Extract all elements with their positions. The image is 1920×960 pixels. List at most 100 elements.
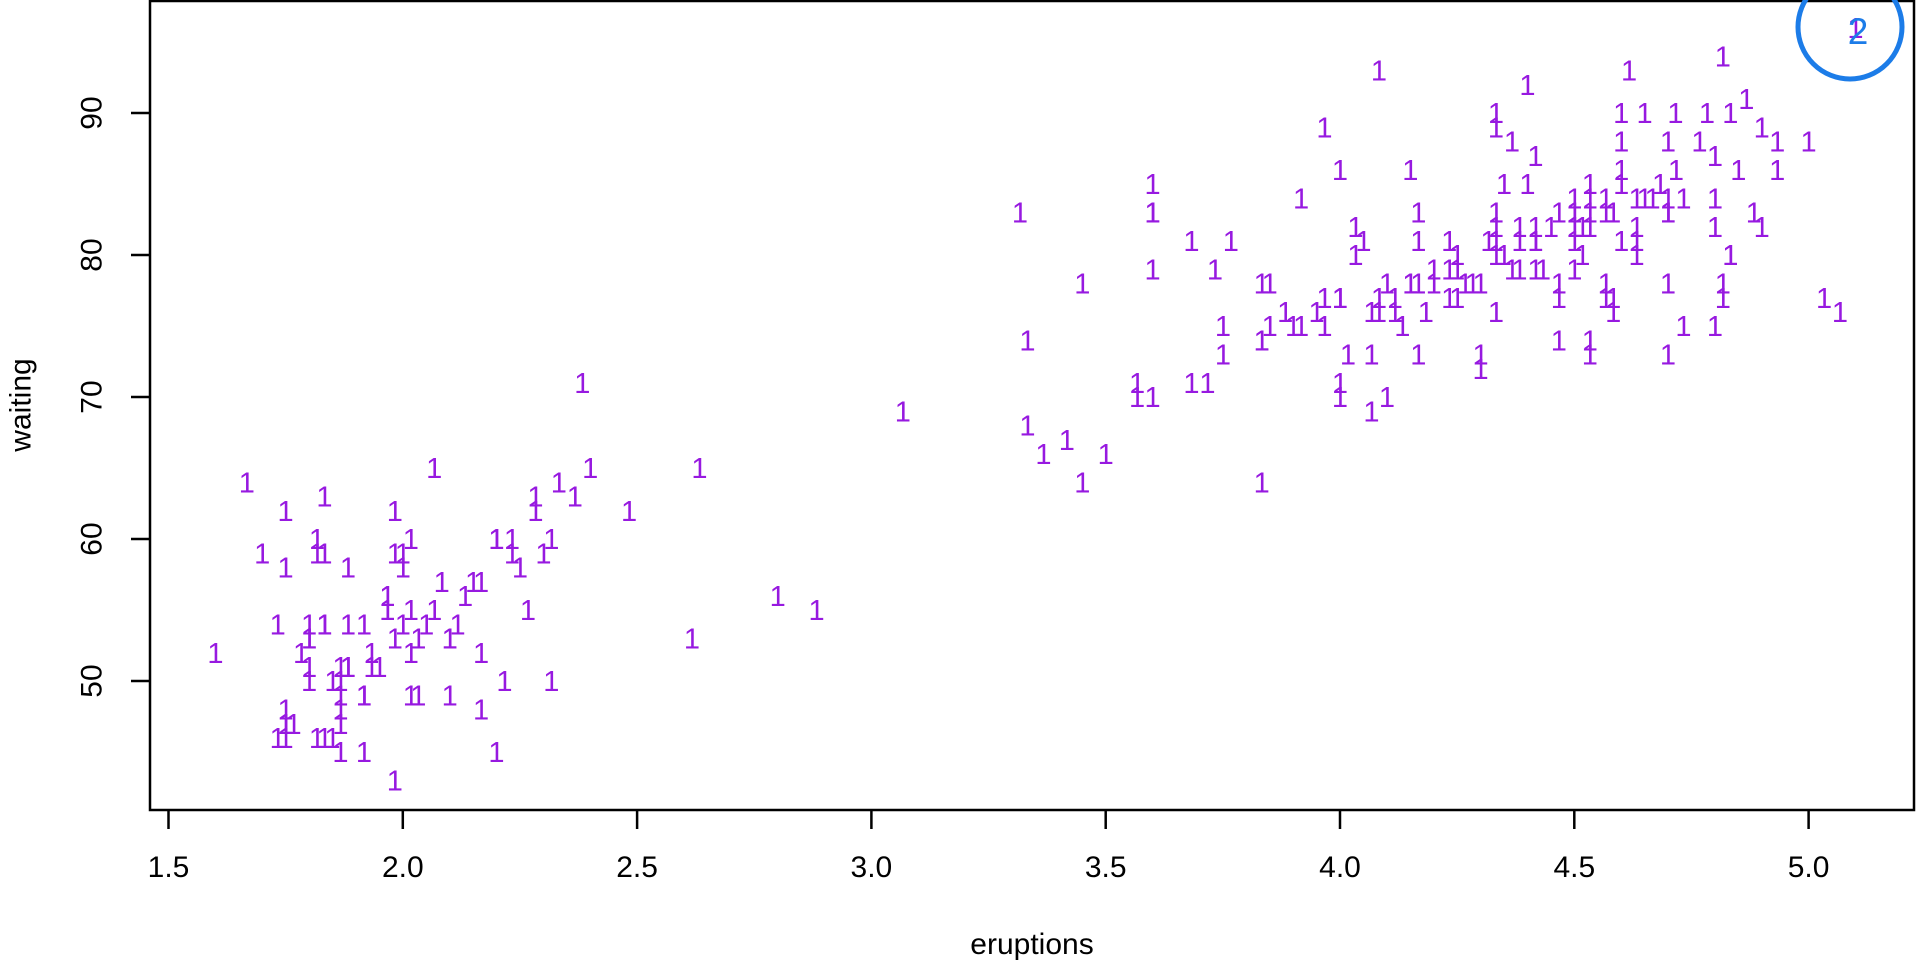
data-point: 1: [1473, 269, 1489, 301]
data-point: 1: [442, 624, 458, 656]
data-point: 1: [1660, 340, 1676, 372]
data-point: 1: [403, 638, 419, 670]
data-point: 1: [1418, 297, 1434, 329]
data-point: 1: [1145, 254, 1161, 286]
data-point: 1: [567, 482, 583, 514]
data-point: 1: [1254, 269, 1270, 301]
annotation-marker-2[interactable]: 2: [1795, 0, 1905, 82]
data-point: 1: [278, 709, 294, 741]
data-point: 1: [1707, 212, 1723, 244]
data-point: 1: [809, 595, 825, 627]
data-point: 1: [1363, 297, 1379, 329]
data-point: 1: [278, 553, 294, 585]
data-point: 1: [512, 553, 528, 585]
data-point: 1: [316, 538, 332, 570]
data-point: 1: [496, 666, 512, 698]
data-point: 1: [1473, 354, 1489, 386]
x-tick-label: 2.0: [382, 851, 424, 884]
data-point: 1: [356, 609, 372, 641]
data-point: 1: [1551, 283, 1567, 315]
data-point: 1: [1402, 269, 1418, 301]
data-point: 1: [1145, 198, 1161, 230]
data-point: 1: [473, 695, 489, 727]
data-point: 1: [1730, 155, 1746, 187]
data-point: 1: [1660, 198, 1676, 230]
data-point: 1: [426, 595, 442, 627]
y-axis-title: waiting: [5, 358, 38, 452]
data-point: 1: [465, 567, 481, 599]
data-point: 1: [1598, 283, 1614, 315]
data-point: 1: [1410, 226, 1426, 258]
data-point: 1: [332, 737, 348, 769]
data-point: 1: [1371, 297, 1387, 329]
data-point: 1: [488, 524, 504, 556]
data-point: 1: [1480, 226, 1496, 258]
data-point: 1: [1012, 198, 1028, 230]
data-point: 1: [278, 695, 294, 727]
data-point: 1: [574, 368, 590, 400]
data-point: 1: [278, 723, 294, 755]
data-point: 1: [1488, 297, 1504, 329]
data-point: 1: [1582, 198, 1598, 230]
data-point: 1: [324, 723, 340, 755]
data-point: 1: [1074, 467, 1090, 499]
data-point: 1: [520, 595, 536, 627]
data-point: 1: [1613, 169, 1629, 201]
data-point: 1: [340, 553, 356, 585]
data-point: 1: [1660, 269, 1676, 301]
data-point: 1: [1379, 269, 1395, 301]
data-point: 1: [1754, 112, 1770, 144]
data-point: 1: [207, 638, 223, 670]
data-point: 1: [1551, 198, 1567, 230]
annotation-circle[interactable]: [1795, 0, 1905, 82]
data-point: 1: [1488, 98, 1504, 130]
data-point: 1: [403, 680, 419, 712]
data-point: 1: [1605, 283, 1621, 315]
data-point: 1: [1426, 269, 1442, 301]
data-point: 1: [1566, 226, 1582, 258]
data-point: 1: [1347, 212, 1363, 244]
data-point: 1: [363, 638, 379, 670]
data-point: 1: [1527, 226, 1543, 258]
data-point: 1: [543, 666, 559, 698]
data-point: 1: [543, 524, 559, 556]
data-point: 1: [691, 453, 707, 485]
data-point: 1: [309, 524, 325, 556]
data-point: 1: [1707, 141, 1723, 173]
data-point: 1: [1504, 127, 1520, 159]
data-point: 1: [1527, 226, 1543, 258]
data-point: 1: [582, 453, 598, 485]
data-point: 1: [1410, 340, 1426, 372]
data-point: 1: [684, 624, 700, 656]
data-point: 1: [1746, 198, 1762, 230]
data-point: 1: [403, 524, 419, 556]
data-point: 1: [1363, 396, 1379, 428]
data-point: 1: [316, 609, 332, 641]
data-point: 1: [395, 609, 411, 641]
data-point: 1: [504, 538, 520, 570]
data-point: 1: [1145, 169, 1161, 201]
x-tick-label: 3.5: [1085, 851, 1127, 884]
data-point: 1: [1511, 226, 1527, 258]
data-point: 1: [332, 680, 348, 712]
data-point: 1: [473, 638, 489, 670]
data-point: 1: [1582, 212, 1598, 244]
data-point: 1: [1582, 340, 1598, 372]
data-point: 1: [371, 652, 387, 684]
data-point: 1: [457, 581, 473, 613]
data-point: 1: [387, 766, 403, 798]
data-point: 1: [895, 396, 911, 428]
data-point: 1: [1629, 212, 1645, 244]
data-point: 1: [379, 595, 395, 627]
data-point: 1: [309, 538, 325, 570]
y-tick-label: 60: [76, 522, 109, 555]
data-point: 1: [1215, 340, 1231, 372]
data-point: 1: [1652, 169, 1668, 201]
data-point: 1: [1605, 297, 1621, 329]
x-tick-label: 3.0: [851, 851, 893, 884]
data-point: 1: [1465, 269, 1481, 301]
data-point: 1: [301, 624, 317, 656]
data-point: 1: [1582, 169, 1598, 201]
data-point: 1: [1371, 56, 1387, 88]
